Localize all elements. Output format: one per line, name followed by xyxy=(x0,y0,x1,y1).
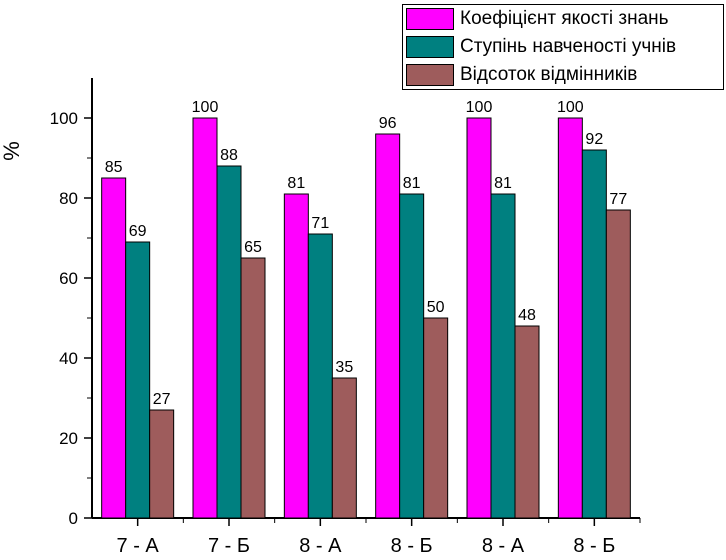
bar xyxy=(423,317,449,519)
x-tick-label: 7 - А xyxy=(117,535,160,557)
bar-value-label: 27 xyxy=(153,391,171,408)
bar xyxy=(399,193,425,519)
bars xyxy=(101,117,631,519)
bar xyxy=(125,241,151,519)
legend-swatch-learning xyxy=(406,36,454,58)
bar-value-label: 81 xyxy=(403,175,421,192)
legend-swatch-excellent xyxy=(406,64,454,86)
bar xyxy=(514,325,540,519)
bar xyxy=(581,149,607,519)
bar-value-label: 48 xyxy=(518,307,536,324)
bar-value-label: 65 xyxy=(244,239,262,256)
bar-value-label: 35 xyxy=(335,359,353,376)
bar-value-label: 100 xyxy=(192,99,219,116)
y-axis-label: % xyxy=(0,141,24,161)
x-tick-label: 8 - А xyxy=(299,535,342,557)
y-tick-labels: 0 20 40 60 80 100 xyxy=(50,109,78,528)
bar-value-label: 81 xyxy=(494,175,512,192)
legend-item-quality: Коефіцієнт якості знань xyxy=(403,5,723,33)
bar-value-label: 92 xyxy=(585,131,603,148)
bar-value-label: 96 xyxy=(379,115,397,132)
bar xyxy=(307,233,333,519)
y-tick-label: 20 xyxy=(59,429,78,448)
bar xyxy=(149,409,175,519)
bar-value-label: 88 xyxy=(220,147,238,164)
bar xyxy=(331,377,357,519)
bar xyxy=(490,193,516,519)
bar-value-label: 100 xyxy=(557,99,584,116)
y-tick-label: 40 xyxy=(59,349,78,368)
legend-item-learning: Ступінь навченості учнів xyxy=(403,33,723,61)
x-tick-label: 8 - Б xyxy=(391,535,433,557)
legend-label-excellent: Відсоток відмінників xyxy=(460,64,638,85)
axes xyxy=(84,78,641,526)
legend-swatch-quality xyxy=(406,8,454,30)
bar xyxy=(283,193,309,519)
legend-label-learning: Ступінь навченості учнів xyxy=(460,36,677,57)
legend-item-excellent: Відсоток відмінників xyxy=(403,61,723,89)
bar xyxy=(557,117,583,519)
bar xyxy=(192,117,218,519)
bar-value-label: 100 xyxy=(466,99,493,116)
bar-value-label: 85 xyxy=(105,159,123,176)
x-tick-labels: 7 - А 7 - Б 8 - А 8 - Б 8 - А 8 - Б xyxy=(117,535,616,557)
bar-value-label: 71 xyxy=(311,215,329,232)
bar xyxy=(466,117,492,519)
bar xyxy=(375,133,401,519)
y-tick-label: 100 xyxy=(50,109,78,128)
x-tick-label: 8 - Б xyxy=(573,535,615,557)
bar-value-label: 81 xyxy=(287,175,305,192)
bar-value-label: 77 xyxy=(609,191,627,208)
bar-value-label: 69 xyxy=(129,223,147,240)
bar xyxy=(101,177,127,519)
x-tick-label: 8 - А xyxy=(482,535,525,557)
legend-label-quality: Коефіцієнт якості знань xyxy=(460,8,669,29)
bar xyxy=(216,165,242,519)
bar xyxy=(605,209,631,519)
y-tick-label: 80 xyxy=(59,189,78,208)
x-tick-label: 7 - Б xyxy=(208,535,250,557)
y-tick-label: 60 xyxy=(59,269,78,288)
bar-value-label: 50 xyxy=(427,299,445,316)
bar xyxy=(240,257,266,519)
y-tick-label: 0 xyxy=(69,509,78,528)
legend: Коефіцієнт якості знань Ступінь навченос… xyxy=(402,4,724,90)
